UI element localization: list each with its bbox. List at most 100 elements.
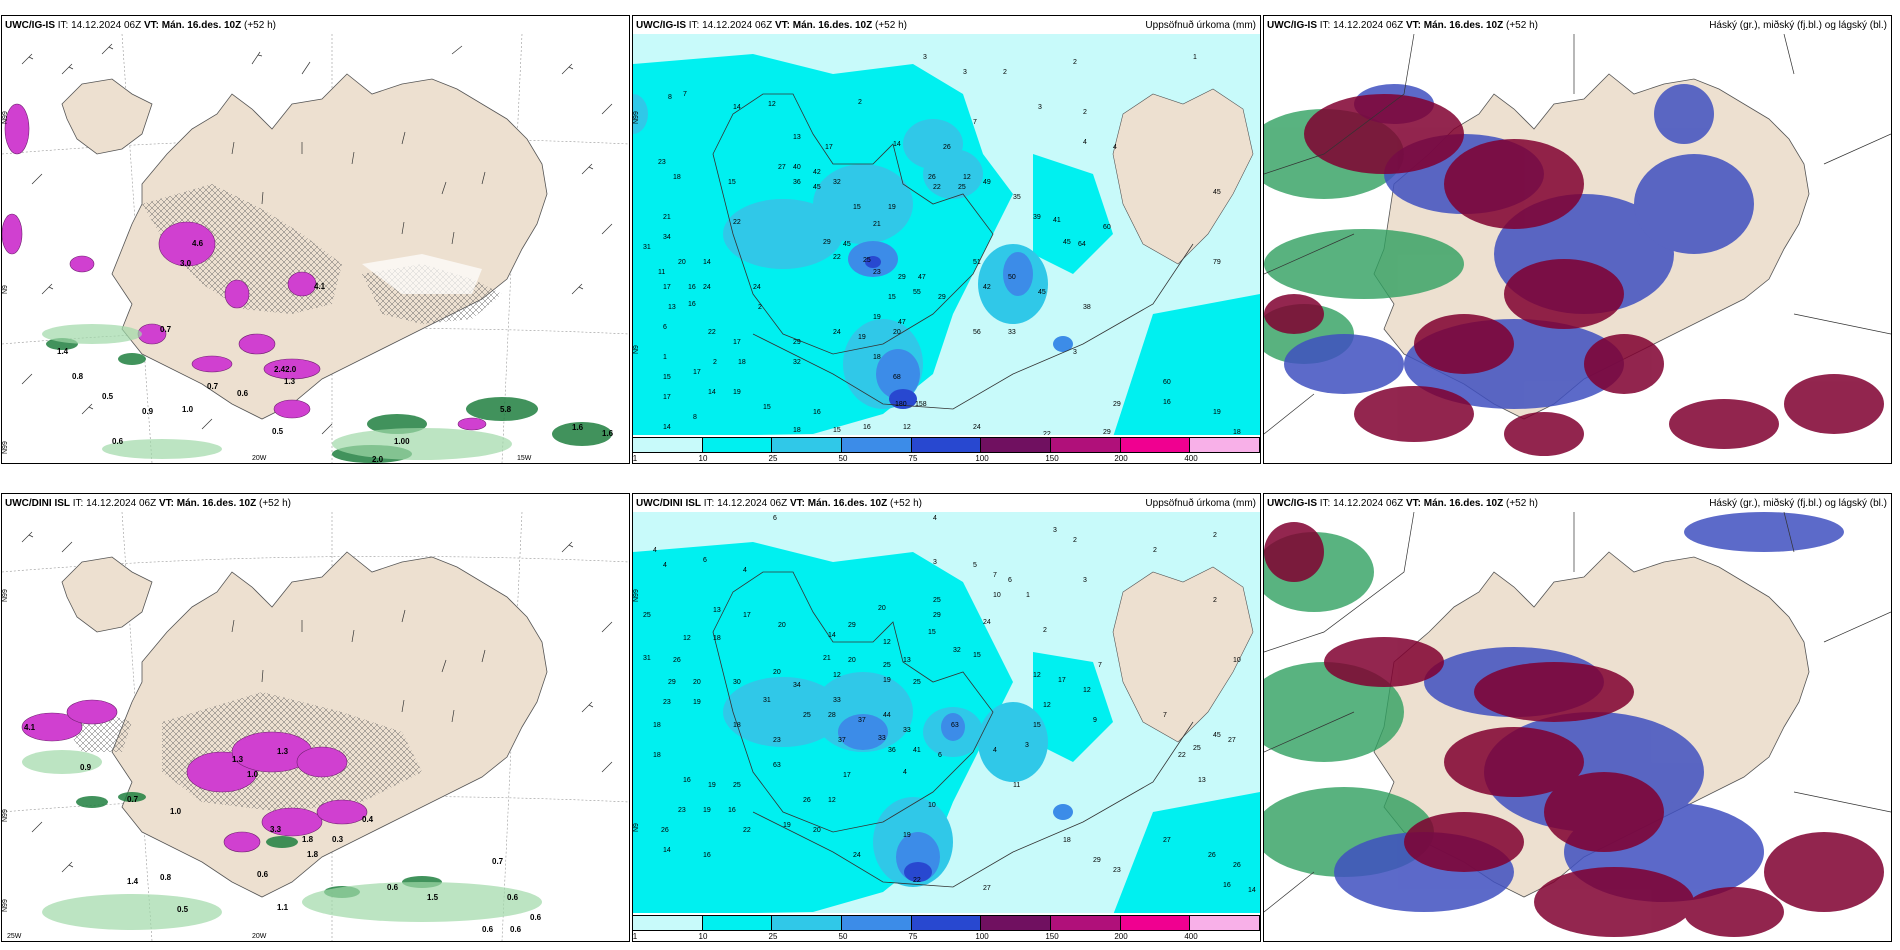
map-canvas[interactable]: 4.6 3.0 0.7 1.3 1.4 0.8 0.5 0.9 1.0 0.6 … [2,34,629,463]
value-label: 0.6 [482,925,494,934]
value-label: 18 [673,174,681,181]
value-label: 28 [828,712,836,719]
map-canvas[interactable] [1264,512,1891,941]
value-label: 3 [963,69,967,76]
value-label: 33 [878,735,886,742]
colorbar-cell [1190,916,1260,930]
value-label: 16 [683,777,691,784]
vt-label: VT: [774,20,790,31]
value-label: 0.5 [177,905,189,914]
value-label: 47 [898,319,906,326]
map-canvas[interactable]: 4.1 0.9 0.7 1.0 1.3 1.0 1.3 3.3 1.8 0.4 … [2,512,629,941]
value-label: 16 [813,409,821,416]
value-label: 12 [903,424,911,431]
lead-time: (+52 h) [259,498,291,509]
value-label: 26 [1208,852,1216,859]
value-label: 20 [678,259,686,266]
value-label: 32 [793,359,801,366]
value-label: 26 [928,174,936,181]
value-label: 39 [1033,214,1041,221]
vt-value: Mán. 16.des. 10Z [1423,498,1504,509]
value-label: 20 [773,669,781,676]
value-label: 2 [858,99,862,106]
value-label: 0.6 [507,893,519,902]
value-label: 36 [888,747,896,754]
vt-label: VT: [143,20,159,31]
value-label: 45 [843,241,851,248]
value-label: 24 [983,619,991,626]
value-label: 0.8 [160,873,172,882]
map-canvas[interactable]: 6 4 4 4 3 2 2 2 6 4 3 5 7 6 3 2 25 [633,512,1260,915]
vt-value: Mán. 16.des. 10Z [792,20,873,31]
colorbar-cell [981,916,1052,930]
map-canvas[interactable]: 3 3 2 2 1 8 7 14 12 26 2 3 2 7 13 17 14 [633,34,1260,437]
value-label: 2 [1043,627,1047,634]
value-label: 19 [783,822,791,829]
value-label: 42 [813,169,821,176]
value-label: 25 [933,597,941,604]
value-label: 1.5 [427,893,439,902]
panel-top-middle: UWC/IG-IS IT: 14.12.2024 06Z VT: Mán. 16… [632,15,1261,464]
value-label: 19 [873,314,881,321]
value-label: 14 [708,389,716,396]
value-label: 79 [1213,259,1221,266]
colorbar-cell [633,438,703,452]
value-label: 24 [833,329,841,336]
value-label: 26 [661,827,669,834]
value-label: 44 [883,712,891,719]
value-label: 2 [1003,69,1007,76]
lead-time: (+52 h) [890,498,922,509]
value-label: 8 [668,94,672,101]
value-label: 6 [703,557,707,564]
value-label: 1 [1026,592,1030,599]
value-label: 20 [693,679,701,686]
value-label: 22 [933,184,941,191]
lon-label: 15W [517,455,532,462]
value-label: 0.8 [72,372,84,381]
value-label: 1.6 [602,429,614,438]
lead-time: (+52 h) [244,20,276,31]
lat-label: N99 [2,589,9,602]
value-label: 0.3 [332,835,344,844]
panel-header: UWC/IG-IS IT: 14.12.2024 06Z VT: Mán. 16… [633,16,1260,34]
colorbar-label: 50 [838,932,848,941]
value-label: 22 [913,877,921,884]
colorbar-label: 50 [838,454,848,463]
value-label: 60 [1103,224,1111,231]
panel-bottom-middle: UWC/DINI ISL IT: 14.12.2024 06Z VT: Mán.… [632,493,1261,942]
value-label: 14 [893,141,901,148]
value-label: 20 [813,827,821,834]
value-label: 22 [833,254,841,261]
value-label: 8 [693,414,697,421]
value-label: 0.6 [112,437,124,446]
value-label: 4.1 [24,723,36,732]
value-label: 17 [825,144,833,151]
colorbar-cell [911,438,982,452]
value-label: 12 [883,639,891,646]
value-label: 50 [1008,274,1016,281]
value-label: 3 [933,559,937,566]
panel-top-left: UWC/IG-IS IT: 14.12.2024 06Z VT: Mán. 16… [1,15,630,464]
value-label: 33 [903,727,911,734]
map-canvas[interactable] [1264,34,1891,463]
value-label: 45 [1063,239,1071,246]
value-label: 18 [738,359,746,366]
colorbar-cell [1120,916,1191,930]
lat-label: N9 [633,823,640,832]
panel-title: Háský (gr.), miðský (fj.bl.) og lágský (… [1709,20,1887,31]
colorbar-strip [633,915,1260,931]
value-label: 20 [778,622,786,629]
vt-value: Mán. 16.des. 10Z [1423,20,1504,31]
vt-value: Mán. 16.des. 10Z [161,20,242,31]
value-label: 4.1 [314,282,326,291]
lead-time: (+52 h) [1506,498,1538,509]
value-label: 3 [923,54,927,61]
value-label: 19 [883,677,891,684]
panel-header: UWC/IG-IS IT: 14.12.2024 06Z VT: Mán. 16… [1264,16,1891,34]
value-label: 22 [708,329,716,336]
value-label: 29 [793,339,801,346]
value-label: 180 [895,401,907,408]
value-label: 12 [1043,702,1051,709]
value-label: 2 [1073,537,1077,544]
vt-label: VT: [1405,20,1421,31]
